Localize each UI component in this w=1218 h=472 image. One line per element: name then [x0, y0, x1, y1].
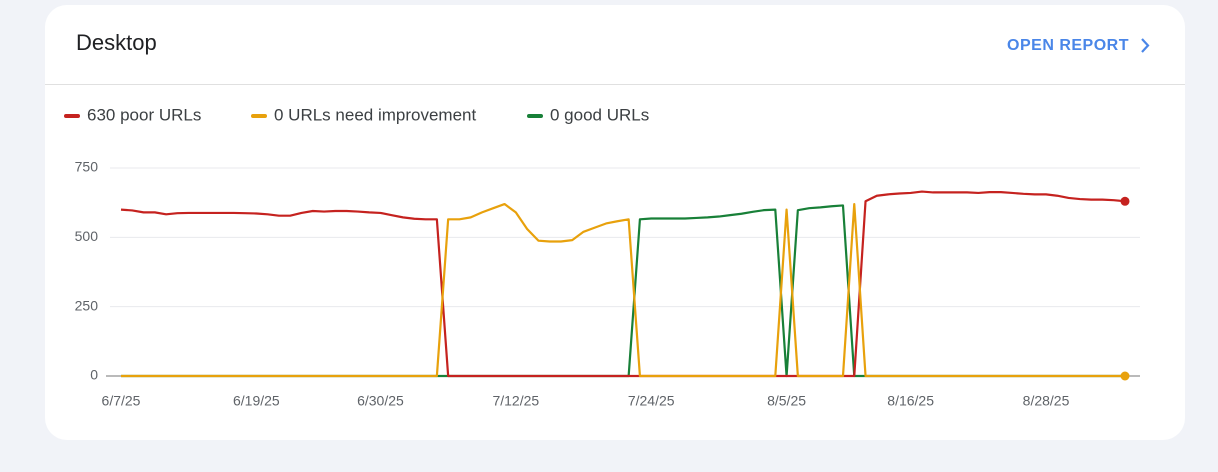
chevron[interactable] — [1141, 38, 1150, 53]
end-dot — [1120, 371, 1130, 381]
legend-label: 0 URLs need improvement — [274, 105, 476, 124]
end-dot — [1120, 196, 1130, 206]
y-tick-label: 250 — [75, 297, 99, 313]
y-tick-label: 750 — [75, 159, 99, 175]
y-tick-label: 0 — [90, 367, 98, 383]
x-tick-label: 6/19/25 — [233, 393, 280, 409]
open-report[interactable]: OPEN REPORT — [1007, 37, 1150, 54]
x-tick-label: 6/7/25 — [102, 393, 141, 409]
series-line — [121, 204, 1125, 378]
legend-label: 0 good URLs — [550, 105, 649, 124]
y-tick-label: 500 — [75, 228, 99, 244]
x-tick-label: 6/30/25 — [357, 393, 404, 409]
x-tick-label: 7/12/25 — [492, 393, 539, 409]
series-line — [120, 190, 1126, 378]
open-report-link[interactable]: OPEN REPORT — [1007, 37, 1129, 54]
card-title: Desktop — [76, 30, 157, 55]
x-tick-label: 7/24/25 — [628, 393, 675, 409]
series-line — [121, 202, 1125, 378]
x-tick-label: 8/28/25 — [1023, 393, 1070, 409]
x-tick-label: 8/5/25 — [767, 393, 806, 409]
legend-label: 630 poor URLs — [87, 105, 201, 124]
x-tick-label: 8/16/25 — [887, 393, 934, 409]
